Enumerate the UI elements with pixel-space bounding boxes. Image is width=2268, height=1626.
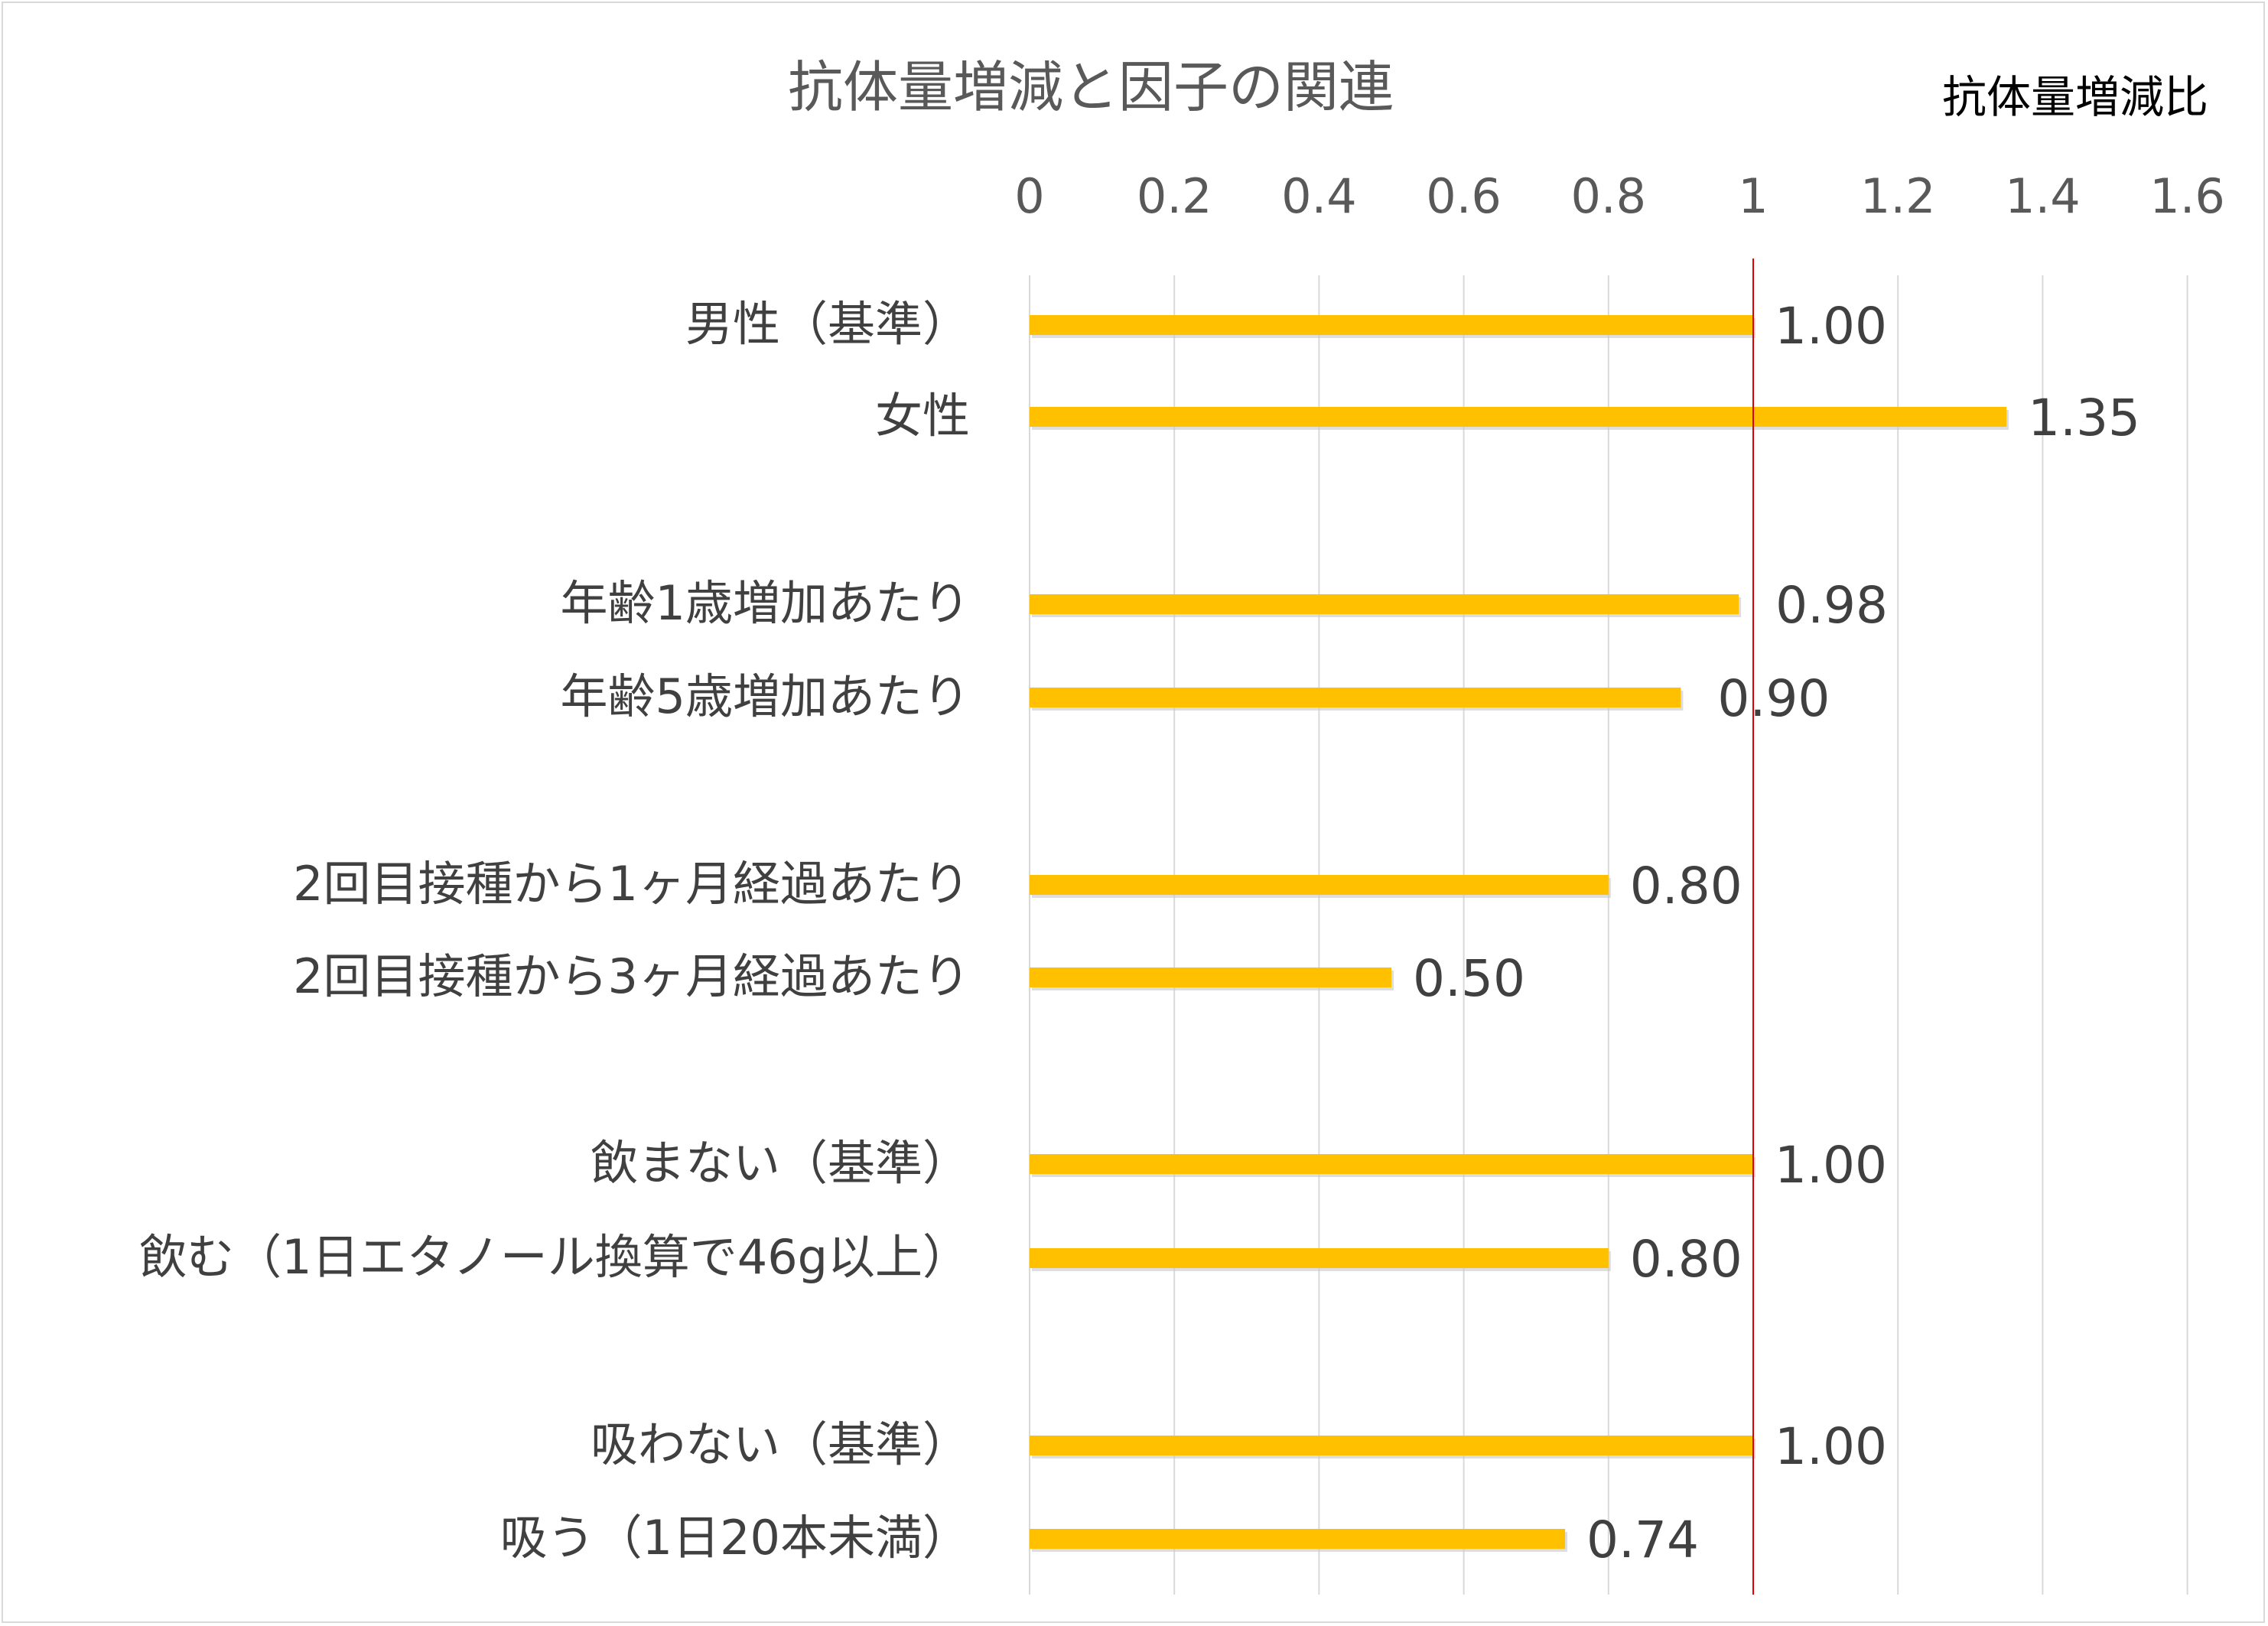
- category-label: 2回目接種から1ヶ月経過あたり: [293, 856, 970, 912]
- category-label: 年齢5歳増加あたり: [561, 668, 970, 724]
- category-label: 男性（基準）: [685, 296, 970, 352]
- value-label: 1.00: [1775, 1136, 1887, 1195]
- category-label: 年齢1歳増加あたり: [561, 575, 970, 631]
- bar: [1030, 967, 1391, 987]
- value-label: 1.00: [1775, 1417, 1887, 1476]
- category-label: 吸わない（基準）: [591, 1416, 970, 1472]
- x-tick-label: 1.4: [2005, 168, 2081, 224]
- value-label: 0.90: [1717, 669, 1830, 728]
- gridlines: [1029, 275, 2188, 1595]
- chart-title: 抗体量増減と因子の関連: [788, 55, 1394, 119]
- bar: [1030, 1248, 1609, 1268]
- x-tick-label: 1.2: [1860, 168, 1936, 224]
- category-label: 飲む（1日エタノール換算で46g以上）: [139, 1229, 970, 1285]
- category-label: 女性: [875, 388, 970, 444]
- bar: [1030, 875, 1609, 895]
- category-label: 2回目接種から3ヶ月経過あたり: [293, 948, 970, 1004]
- x-axis-ticks: 0 0.2 0.4 0.6 0.8 1 1.2 1.4 1.6: [1014, 168, 2225, 224]
- bar: [1030, 594, 1739, 614]
- value-label: 1.35: [2028, 389, 2140, 447]
- bar: [1030, 688, 1681, 707]
- x-tick-label: 0.6: [1426, 168, 1502, 224]
- unit-label: 抗体量増減比: [1941, 71, 2208, 123]
- bar: [1030, 1436, 1753, 1455]
- bar: [1030, 407, 2007, 427]
- x-tick-label: 1: [1738, 168, 1768, 224]
- x-tick-label: 0: [1014, 168, 1044, 224]
- value-label: 0.74: [1586, 1511, 1699, 1569]
- value-label: 0.80: [1630, 857, 1742, 915]
- category-label: 吸う（1日20本未満）: [500, 1510, 970, 1566]
- x-tick-label: 0.4: [1281, 168, 1357, 224]
- bar: [1030, 315, 1753, 335]
- bar: [1030, 1154, 1753, 1174]
- value-label: 0.50: [1413, 949, 1525, 1008]
- value-label: 1.00: [1775, 297, 1887, 356]
- value-label: 0.98: [1775, 576, 1888, 635]
- bar: [1030, 1529, 1566, 1549]
- labels: 男性（基準） 1.00 女性 1.35 年齢1歳増加あたり 0.98 年齢5歳増加あたり 0.…: [139, 296, 2140, 1569]
- category-label: 飲まない（基準）: [591, 1135, 970, 1191]
- x-tick-label: 1.6: [2149, 168, 2225, 224]
- value-label: 0.80: [1630, 1230, 1742, 1289]
- x-tick-label: 0.8: [1570, 168, 1646, 224]
- x-tick-label: 0.2: [1137, 168, 1212, 224]
- bars: [1030, 315, 2009, 1552]
